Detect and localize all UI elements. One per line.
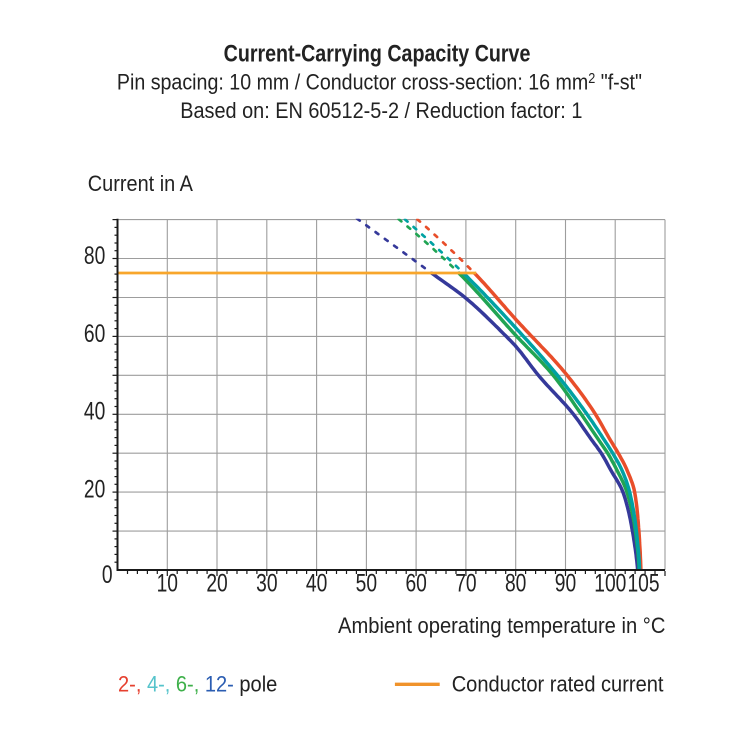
svg-text:60: 60 [84,319,105,347]
svg-text:100: 100 [594,569,626,597]
svg-text:90: 90 [555,569,576,597]
svg-text:20: 20 [84,475,105,503]
svg-text:70: 70 [455,569,476,597]
svg-text:20: 20 [206,569,227,597]
svg-text:0: 0 [102,560,113,588]
svg-text:2-, 4-, 6-, 12- pole: 2-, 4-, 6-, 12- pole [118,672,277,697]
svg-text:50: 50 [356,569,377,597]
svg-text:40: 40 [84,397,105,425]
svg-text:105: 105 [627,569,659,597]
svg-text:Based on: EN 60512-5-2 / Reduc: Based on: EN 60512-5-2 / Reduction facto… [180,99,582,123]
svg-text:10: 10 [157,569,178,597]
svg-text:Ambient operating temperature: Ambient operating temperature in °C [338,613,665,638]
svg-text:Current-Carrying Capacity Curv: Current-Carrying Capacity Curve [224,39,531,66]
svg-text:Current in A: Current in A [88,171,194,196]
svg-text:Conductor rated current: Conductor rated current [452,671,664,696]
svg-text:80: 80 [505,569,526,597]
svg-text:80: 80 [84,241,105,269]
svg-text:40: 40 [306,569,327,597]
svg-text:Pin spacing: 10 mm / Conductor: Pin spacing: 10 mm / Conductor cross-sec… [117,70,642,95]
svg-text:30: 30 [256,569,277,597]
svg-text:60: 60 [405,569,426,597]
